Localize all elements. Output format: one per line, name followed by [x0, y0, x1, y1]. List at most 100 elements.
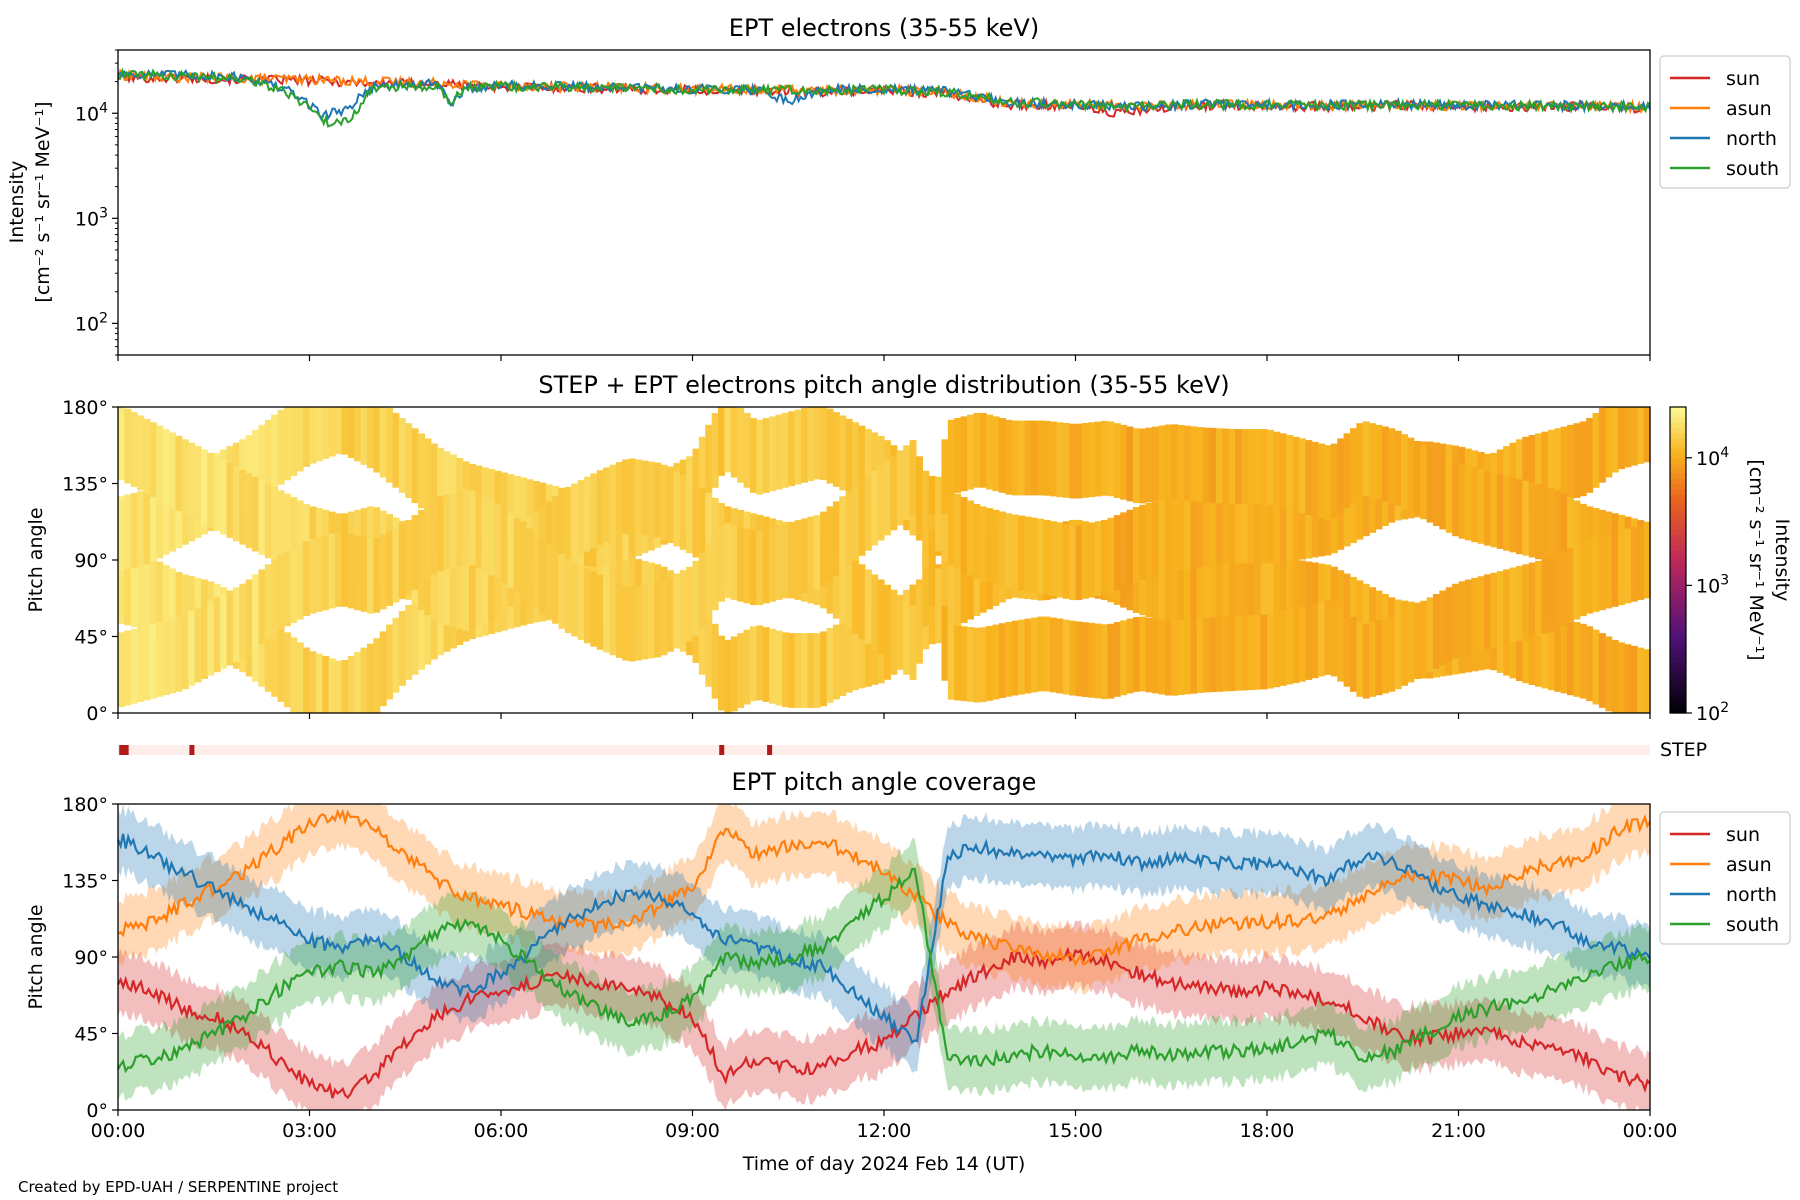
heatmap-cell — [1254, 614, 1262, 690]
heatmap-cell — [909, 605, 917, 680]
heatmap-cell — [1522, 608, 1530, 684]
heatmap-cell — [1024, 420, 1032, 496]
x-tick-label: 06:00 — [474, 1120, 529, 1142]
heatmap-cell — [1222, 555, 1230, 631]
credit-text: Created by EPD-UAH / SERPENTINE project — [18, 1178, 338, 1196]
heatmap-cell — [252, 476, 260, 552]
heatmap-cell — [1637, 647, 1645, 713]
heatmap-cell — [864, 475, 872, 551]
heatmap-cell — [801, 407, 808, 483]
heatmap-cell — [654, 582, 662, 658]
heatmap-cell — [1324, 600, 1332, 675]
heatmap-cell — [603, 467, 611, 543]
colorbar-tick-label: 104 — [1696, 445, 1729, 470]
heatmap-cell — [1547, 615, 1555, 691]
heatmap-cell — [232, 587, 240, 662]
heatmap-cell — [1286, 486, 1294, 561]
heatmap-cell — [488, 544, 496, 620]
heatmap-cell — [673, 471, 681, 547]
heatmap-cell — [386, 624, 394, 700]
heatmap-cell — [896, 450, 904, 526]
heatmap-cell — [615, 462, 623, 537]
colorbar-segment — [1670, 427, 1686, 434]
heatmap-cell — [979, 627, 987, 703]
panel-intensity: EPT electrons (35-55 keV) 102 103 104 Inte… — [6, 14, 1791, 361]
heatmap-cell — [1567, 424, 1574, 500]
heatmap-cell — [832, 412, 840, 487]
heatmap-cell — [1145, 427, 1153, 503]
heatmap-cell — [1598, 407, 1606, 483]
heatmap-cell — [673, 573, 681, 649]
heatmap-cell — [877, 579, 885, 655]
y-tick-label: 90° — [74, 947, 108, 969]
heatmap-cell — [1247, 429, 1255, 504]
heatmap-cell — [941, 486, 949, 561]
heatmap-cell — [1049, 521, 1057, 596]
heatmap-cell — [462, 555, 470, 631]
heatmap-cell — [1139, 616, 1147, 692]
heatmap-cell — [858, 481, 866, 556]
heatmap-cell — [1611, 532, 1619, 607]
colorbar-segment — [1670, 565, 1686, 571]
heatmap-cell — [724, 639, 732, 713]
heatmap-cell — [711, 535, 719, 611]
heatmap-cell — [1522, 480, 1530, 556]
heatmap-cell — [1598, 535, 1606, 611]
heatmap-cell — [756, 625, 764, 701]
heatmap-cell — [360, 537, 368, 612]
heatmap-cell — [730, 636, 738, 712]
heatmap-cell — [1120, 424, 1128, 500]
heatmap-cell — [1145, 617, 1153, 693]
legend-label-south: south — [1726, 158, 1779, 180]
heatmap-cell — [864, 569, 872, 645]
heatmap-cell — [437, 549, 445, 624]
heatmap-cell — [137, 415, 145, 491]
heatmap-cell — [583, 476, 591, 552]
heatmap-cell — [1484, 574, 1492, 650]
heatmap-cell — [1069, 423, 1077, 499]
heatmap-cell — [1637, 407, 1645, 464]
heatmap-cell — [335, 660, 343, 713]
heatmap-cell — [1215, 428, 1223, 504]
heatmap-cell — [1209, 554, 1217, 629]
heatmap-cell — [118, 632, 125, 708]
x-tick-label: 21:00 — [1431, 1120, 1486, 1142]
heatmap-cell — [960, 416, 968, 492]
heatmap-cell — [711, 623, 719, 699]
heatmap-cell — [1356, 580, 1364, 656]
heatmap-cell — [411, 515, 419, 590]
panel-coverage-title: EPT pitch angle coverage — [732, 768, 1037, 796]
heatmap-cell — [328, 407, 336, 457]
colorbar-segment — [1670, 539, 1686, 546]
colorbar-segment — [1670, 621, 1686, 627]
heatmap-cell — [1541, 486, 1549, 561]
heatmap-cell — [781, 412, 789, 488]
colorbar-segment — [1670, 687, 1686, 694]
heatmap-cell — [1305, 440, 1313, 515]
heatmap-cell — [762, 627, 770, 702]
heatmap-cell — [743, 528, 751, 604]
heatmap-cell — [781, 632, 789, 708]
heatmap-cell — [156, 425, 164, 501]
heatmap-cell — [1011, 420, 1019, 496]
heatmap-cell — [398, 418, 406, 493]
heatmap-cell — [935, 568, 943, 644]
heatmap-cell — [309, 407, 317, 464]
heatmap-cell — [1471, 467, 1479, 543]
heatmap-cell — [852, 422, 860, 498]
heatmap-cell — [418, 433, 425, 509]
y-tick-label: 0° — [86, 703, 108, 725]
heatmap-cell — [366, 643, 374, 713]
heatmap-cell — [118, 496, 125, 572]
heatmap-cell — [379, 407, 387, 478]
heatmap-cell — [220, 459, 228, 535]
heatmap-cell — [1203, 553, 1211, 629]
heatmap-cell — [1030, 517, 1038, 593]
heatmap-cell — [909, 440, 917, 515]
heatmap-cell — [622, 459, 630, 535]
heatmap-cell — [1541, 559, 1549, 634]
heatmap-cell — [1273, 431, 1281, 507]
legend-label-sun: sun — [1726, 824, 1760, 846]
heatmap-cell — [762, 528, 770, 604]
heatmap-cell — [130, 492, 138, 568]
